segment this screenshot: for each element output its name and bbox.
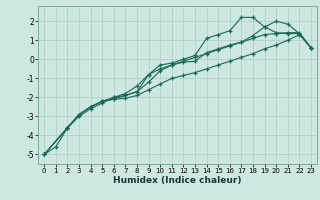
X-axis label: Humidex (Indice chaleur): Humidex (Indice chaleur)	[113, 176, 242, 185]
